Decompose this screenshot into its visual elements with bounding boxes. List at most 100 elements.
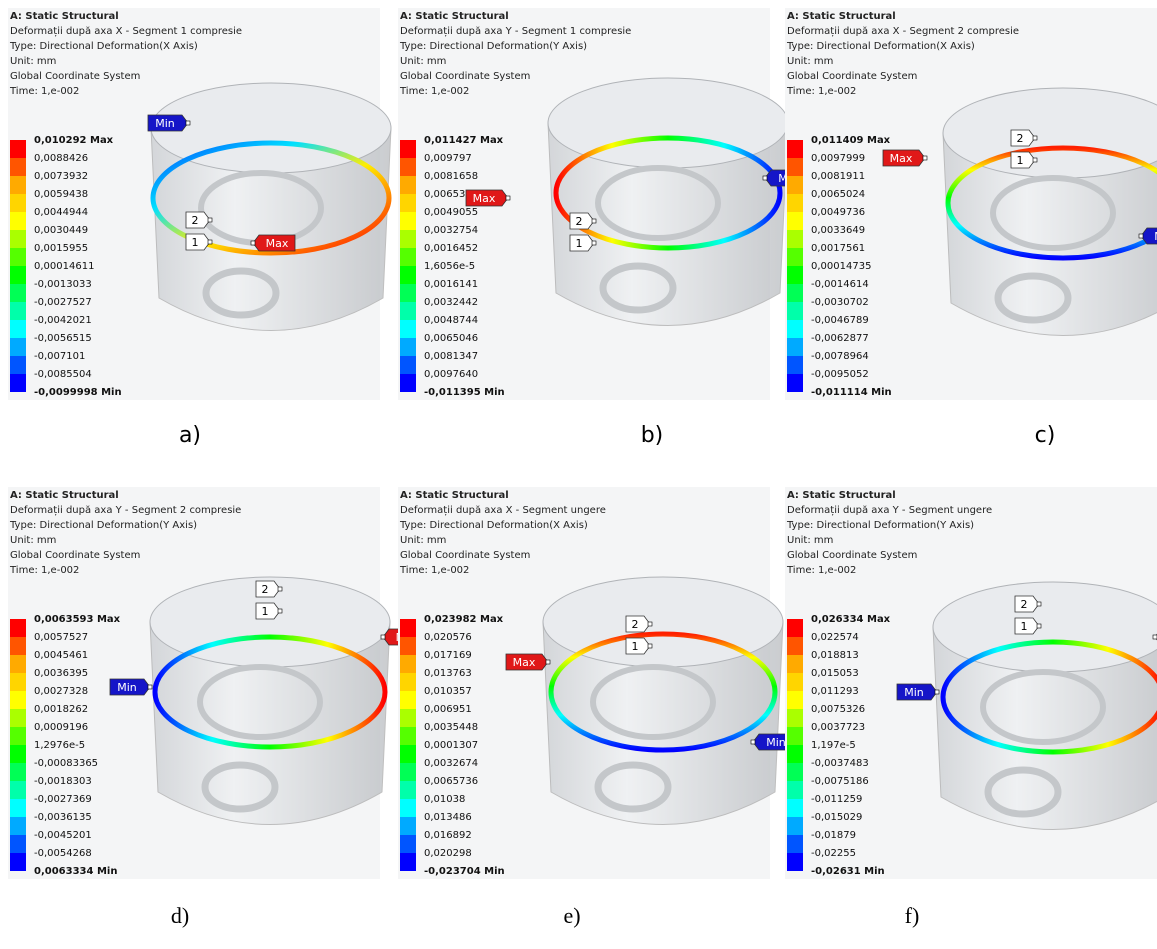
legend-band: [787, 266, 803, 284]
legend-band: [787, 709, 803, 727]
piston-bowl: [595, 165, 721, 241]
header-line: Type: Directional Deformation(X Axis): [399, 520, 588, 531]
header-line: Time: 1,e-002: [399, 565, 469, 576]
header-line: Deformații după axa Y - Segment 2 compre…: [10, 505, 241, 516]
legend-label: -0,0027369: [34, 794, 92, 805]
result-panel: A: Static Structural Deformații după axa …: [8, 487, 426, 879]
tag-anchor: [1032, 135, 1038, 141]
legend-band: [10, 763, 26, 781]
legend-band: [400, 853, 416, 871]
legend-label: -0,0045201: [34, 830, 92, 841]
legend-band: [10, 266, 26, 284]
legend-label: -0,007101: [34, 351, 85, 362]
result-panel: A: Static Structural Deformații după axa …: [398, 8, 806, 400]
tag-label: 2: [576, 215, 583, 228]
legend-band: [10, 374, 26, 392]
header-line: Unit: mm: [400, 535, 446, 546]
legend-label: 0,0057527: [34, 632, 88, 643]
legend-band: [787, 302, 803, 320]
legend-band: [400, 356, 416, 374]
legend-label: 0,011293: [811, 686, 859, 697]
legend-label: 0,0081911: [811, 171, 865, 182]
legend-band: [10, 655, 26, 673]
caption: e): [563, 903, 580, 928]
header-line: Type: Directional Deformation(Y Axis): [786, 520, 974, 531]
legend-label: 0,0035448: [424, 722, 478, 733]
header-line: Unit: mm: [787, 56, 833, 67]
legend-label: 0,015053: [811, 668, 859, 679]
header-line: Deformații după axa Y - Segment ungere: [787, 505, 992, 516]
ring: [152, 634, 388, 750]
legend-label: 0,0016452: [424, 243, 478, 254]
legend-label: 0,0065350: [424, 189, 478, 200]
legend-band: [400, 302, 416, 320]
legend-band: [10, 781, 26, 799]
legend-label: 0,011409 Max: [811, 135, 891, 146]
legend-band: [10, 673, 26, 691]
legend-band: [10, 320, 26, 338]
legend-band: [400, 835, 416, 853]
ring: [945, 145, 1157, 261]
legend-band: [400, 619, 416, 637]
piston-body: [932, 626, 1157, 830]
legend-band: [400, 799, 416, 817]
legend-label: 0,0018262: [34, 704, 88, 715]
legend-band: [787, 140, 803, 158]
piston-top: [932, 581, 1157, 673]
legend-band: [787, 158, 803, 176]
legend-band: [10, 835, 26, 853]
legend-band: [400, 727, 416, 745]
tag-box: [1140, 227, 1157, 245]
legend-label: 0,0097640: [424, 369, 478, 380]
tag-box: [255, 580, 281, 598]
ring: [548, 631, 778, 753]
header-line: Global Coordinate System: [400, 550, 530, 561]
legend-label: -0,0014614: [811, 279, 869, 290]
legend-label: 0,026334 Max: [811, 614, 891, 625]
legend-label: 0,013486: [424, 812, 472, 823]
tag-anchor: [647, 621, 653, 627]
legend-band: [400, 817, 416, 835]
tag-box: [896, 683, 938, 701]
legend-label: -0,0030702: [811, 297, 869, 308]
legend-band: [10, 212, 26, 230]
legend-label: 0,010357: [424, 686, 472, 697]
legend-band: [787, 691, 803, 709]
legend-label: -0,0027527: [34, 297, 92, 308]
header-line: Global Coordinate System: [10, 550, 140, 561]
header-line: Deformații după axa Y - Segment 1 compre…: [400, 26, 631, 37]
legend-label: 0,0063593 Max: [34, 614, 121, 625]
tag-label: 1: [576, 237, 583, 250]
header-line: Type: Directional Deformation(X Axis): [9, 41, 198, 52]
header-line: Global Coordinate System: [400, 71, 530, 82]
result-panel: A: Static Structural Deformații după axa …: [398, 487, 794, 879]
tag-label: 2: [632, 618, 639, 631]
tag-box: [185, 233, 211, 251]
legend-label: 0,0073932: [34, 171, 88, 182]
legend-band: [400, 655, 416, 673]
tag-box: [185, 211, 211, 229]
header-line: Global Coordinate System: [787, 71, 917, 82]
legend-label: 0,0016141: [424, 279, 478, 290]
legend-band: [400, 338, 416, 356]
legend-band: [10, 140, 26, 158]
tag-anchor: [277, 586, 283, 592]
tag-anchor: [505, 195, 511, 201]
piston-bowl: [980, 669, 1106, 745]
legend-band: [400, 320, 416, 338]
legend-label: 0,0009196: [34, 722, 88, 733]
legend-label: 0,0030449: [34, 225, 88, 236]
tag-anchor: [207, 239, 213, 245]
tag-label: 1: [192, 236, 199, 249]
tag-label: 1: [1017, 154, 1024, 167]
piston-bowl: [197, 664, 323, 740]
header-line: Type: Directional Deformation(X Axis): [786, 41, 975, 52]
tag-label: 2: [1017, 132, 1024, 145]
legend-label: 0,0015955: [34, 243, 88, 254]
legend-band: [787, 799, 803, 817]
ring: [150, 140, 392, 256]
header-line: Global Coordinate System: [10, 71, 140, 82]
legend-label: -0,0054268: [34, 848, 92, 859]
legend-band: [10, 691, 26, 709]
legend-label: 0,0027328: [34, 686, 88, 697]
